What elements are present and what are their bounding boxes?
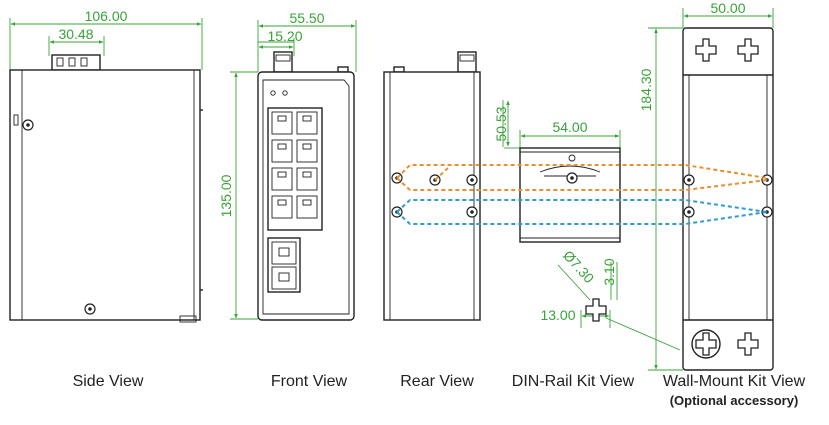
hole-detail: Ø7.30 3.10 13.00 bbox=[540, 247, 681, 351]
side-housing bbox=[9, 69, 201, 321]
height-dim: 135.00 bbox=[218, 174, 234, 217]
optional-accessory-note: (Optional accessory) bbox=[670, 393, 799, 408]
din-rail-height-dim: 50.53 bbox=[493, 106, 509, 141]
side-view-caption: Side View bbox=[73, 373, 144, 390]
wall-mount-caption: Wall-Mount Kit View bbox=[663, 373, 806, 390]
front-view-caption: Front View bbox=[271, 373, 348, 390]
side-terminal-block bbox=[51, 54, 101, 71]
front-connector-dim: 15.20 bbox=[267, 28, 302, 44]
hole-width-dim: 13.00 bbox=[540, 307, 575, 323]
sfp-port-block bbox=[267, 237, 301, 293]
wall-width-dim: 50.00 bbox=[710, 0, 745, 16]
alignment-guides bbox=[396, 164, 768, 225]
rj45-port-block bbox=[267, 107, 323, 231]
din-rail-kit-view: 50.53 54.00 Ø7.30 3.10 13.00 bbox=[493, 100, 681, 351]
wall-mount-kit-view: 50.00 184.30 bbox=[638, 0, 774, 371]
rear-view bbox=[383, 51, 481, 321]
side-width-dim: 106.00 bbox=[85, 8, 128, 24]
din-rail-width-dim: 54.00 bbox=[552, 119, 587, 135]
rear-housing bbox=[383, 71, 481, 321]
wall-mount-plate bbox=[682, 27, 774, 371]
front-view: 55.50 15.20 135.00 bbox=[218, 10, 357, 321]
hole-diameter-dim: Ø7.30 bbox=[560, 247, 598, 286]
side-view: 106.00 30.48 bbox=[9, 8, 203, 323]
din-rail-caption: DIN-Rail Kit View bbox=[512, 373, 635, 390]
mount-hole-icon bbox=[585, 298, 607, 322]
rear-view-caption: Rear View bbox=[400, 373, 474, 390]
wall-height-dim: 184.30 bbox=[638, 68, 654, 111]
din-rail-bracket bbox=[519, 147, 621, 243]
front-width-dim: 55.50 bbox=[289, 10, 324, 26]
hole-offset-dim: 3.10 bbox=[601, 258, 617, 285]
side-connector-dim: 30.48 bbox=[58, 26, 93, 42]
